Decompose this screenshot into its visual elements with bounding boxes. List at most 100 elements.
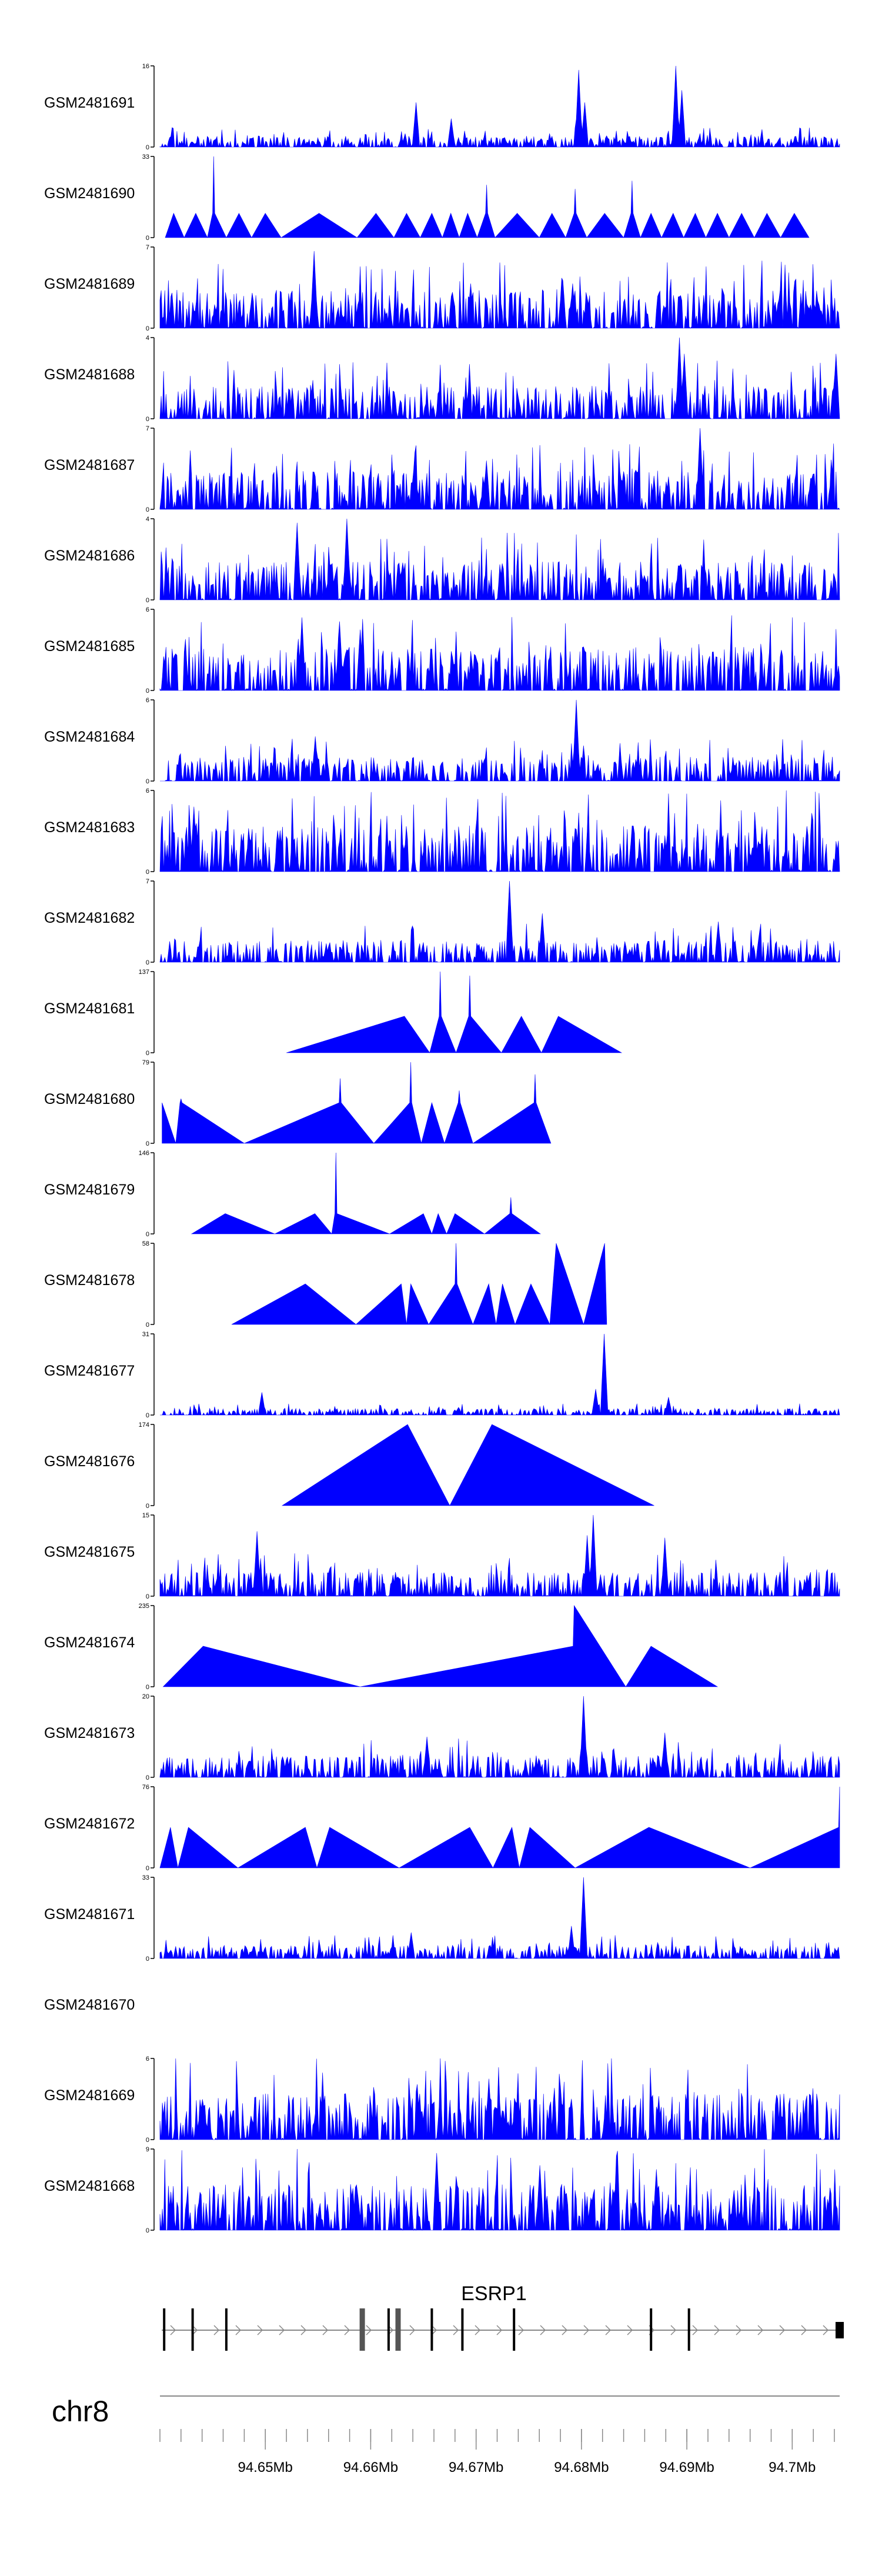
strand-arrow — [540, 2325, 546, 2335]
signal-area — [160, 1333, 840, 1416]
strand-arrow — [409, 2325, 416, 2335]
strand-arrow — [366, 2325, 372, 2335]
y-max-label: 4 — [146, 335, 149, 342]
strand-arrow — [757, 2325, 764, 2335]
y-max-label: 6 — [146, 697, 149, 704]
track-label: GSM2481674 — [44, 1634, 135, 1651]
track-GSM2481672: GSM2481672 76 0 — [44, 1784, 840, 1872]
y-max-label: 33 — [142, 1874, 149, 1881]
strand-arrow — [257, 2325, 263, 2335]
track-GSM2481681: GSM2481681 137 0 — [44, 969, 623, 1057]
y-max-label: 9 — [146, 2146, 149, 2153]
exon — [359, 2308, 365, 2351]
strand-arrow — [779, 2325, 786, 2335]
track-label: GSM2481690 — [44, 185, 135, 202]
strand-arrow — [518, 2325, 524, 2335]
track-label: GSM2481680 — [44, 1091, 135, 1107]
track-label: GSM2481678 — [44, 1272, 135, 1289]
y-max-label: 7 — [146, 244, 149, 251]
axis-tick-label: 94.66Mb — [343, 2460, 398, 2475]
track-GSM2481671: GSM2481671 33 0 — [44, 1874, 840, 1963]
strand-arrow — [496, 2325, 503, 2335]
y-max-label: 6 — [146, 2056, 149, 2063]
exon — [395, 2308, 401, 2351]
strand-arrow — [300, 2325, 307, 2335]
signal-area — [159, 790, 840, 872]
track-GSM2481669: GSM2481669 6 0 — [44, 2056, 840, 2144]
track-label: GSM2481672 — [44, 1816, 135, 1832]
exon — [650, 2308, 653, 2351]
exon — [687, 2308, 690, 2351]
signal-area — [159, 518, 840, 600]
exon — [513, 2308, 516, 2351]
track-label: GSM2481668 — [44, 2178, 135, 2194]
signal-area — [162, 1062, 552, 1144]
y-max-label: 15 — [142, 1512, 149, 1519]
gene-exons — [163, 2308, 844, 2351]
strand-arrow — [279, 2325, 285, 2335]
track-label: GSM2481675 — [44, 1544, 135, 1560]
exon — [430, 2308, 433, 2351]
track-label: GSM2481670 — [44, 1997, 135, 2013]
track-label: GSM2481685 — [44, 638, 135, 655]
signal-area — [159, 1514, 840, 1597]
strand-arrow — [605, 2325, 612, 2335]
y-max-label: 6 — [146, 788, 149, 795]
track-GSM2481673: GSM2481673 20 0 — [44, 1693, 840, 1781]
track-GSM2481670: GSM2481670 — [44, 1997, 135, 2013]
strand-arrow — [562, 2325, 568, 2335]
strand-arrow — [475, 2325, 481, 2335]
y-zero-label: 0 — [146, 869, 149, 876]
y-max-label: 146 — [139, 1150, 149, 1157]
exon — [225, 2308, 228, 2351]
strand-arrow — [322, 2325, 329, 2335]
track-GSM2481676: GSM2481676 174 0 — [44, 1422, 654, 1510]
y-zero-label: 0 — [146, 1865, 149, 1872]
y-max-label: 7 — [146, 878, 149, 885]
y-max-label: 33 — [142, 154, 149, 161]
strand-arrow — [823, 2325, 829, 2335]
axis-tick-label: 94.65Mb — [238, 2460, 292, 2475]
y-zero-label: 0 — [146, 416, 149, 423]
track-label: GSM2481691 — [44, 95, 135, 111]
track-label: GSM2481682 — [44, 910, 135, 926]
strand-arrows — [170, 2325, 829, 2335]
y-max-label: 6 — [146, 606, 149, 613]
y-max-label: 4 — [146, 516, 149, 523]
y-zero-label: 0 — [146, 1231, 149, 1238]
strand-arrow — [692, 2325, 699, 2335]
strand-arrow — [801, 2325, 807, 2335]
y-max-label: 31 — [142, 1331, 149, 1338]
track-label: GSM2481687 — [44, 457, 135, 473]
strand-arrow — [670, 2325, 677, 2335]
signal-area — [162, 1605, 719, 1687]
y-max-label: 76 — [142, 1784, 149, 1791]
signal-area — [160, 699, 840, 782]
track-label: GSM2481686 — [44, 548, 135, 564]
y-zero-label: 0 — [146, 2137, 149, 2144]
exon — [163, 2308, 166, 2351]
track-label: GSM2481669 — [44, 2087, 135, 2104]
track-GSM2481678: GSM2481678 58 0 — [44, 1240, 607, 1329]
signal-area — [231, 1243, 607, 1326]
track-GSM2481684: GSM2481684 6 0 — [44, 697, 840, 785]
y-zero-label: 0 — [146, 1412, 149, 1419]
track-GSM2481683: GSM2481683 6 0 — [44, 788, 840, 876]
track-label: GSM2481679 — [44, 1182, 135, 1198]
signal-area — [159, 251, 840, 329]
chromosome-label: chr8 — [52, 2395, 109, 2428]
track-GSM2481680: GSM2481680 79 0 — [44, 1059, 552, 1147]
genome-axis: chr8 94.65Mb 94.66Mb 94.67Mb 94.68Mb 94.69Mb… — [52, 2395, 840, 2475]
track-GSM2481688: GSM2481688 4 0 — [44, 335, 840, 423]
track-GSM2481677: GSM2481677 31 0 — [44, 1331, 840, 1419]
track-label: GSM2481684 — [44, 729, 135, 745]
exon — [461, 2308, 464, 2351]
y-zero-label: 0 — [146, 1322, 149, 1329]
strand-arrow — [213, 2325, 220, 2335]
signal-area — [159, 1877, 840, 1960]
signal-tracks: GSM2481691160GSM2481690330GSM248168970GS… — [44, 63, 840, 2234]
gene-track: ESRP1 — [162, 2283, 844, 2351]
y-zero-label: 0 — [146, 325, 149, 332]
y-zero-label: 0 — [146, 959, 149, 966]
signal-area — [159, 2058, 840, 2140]
